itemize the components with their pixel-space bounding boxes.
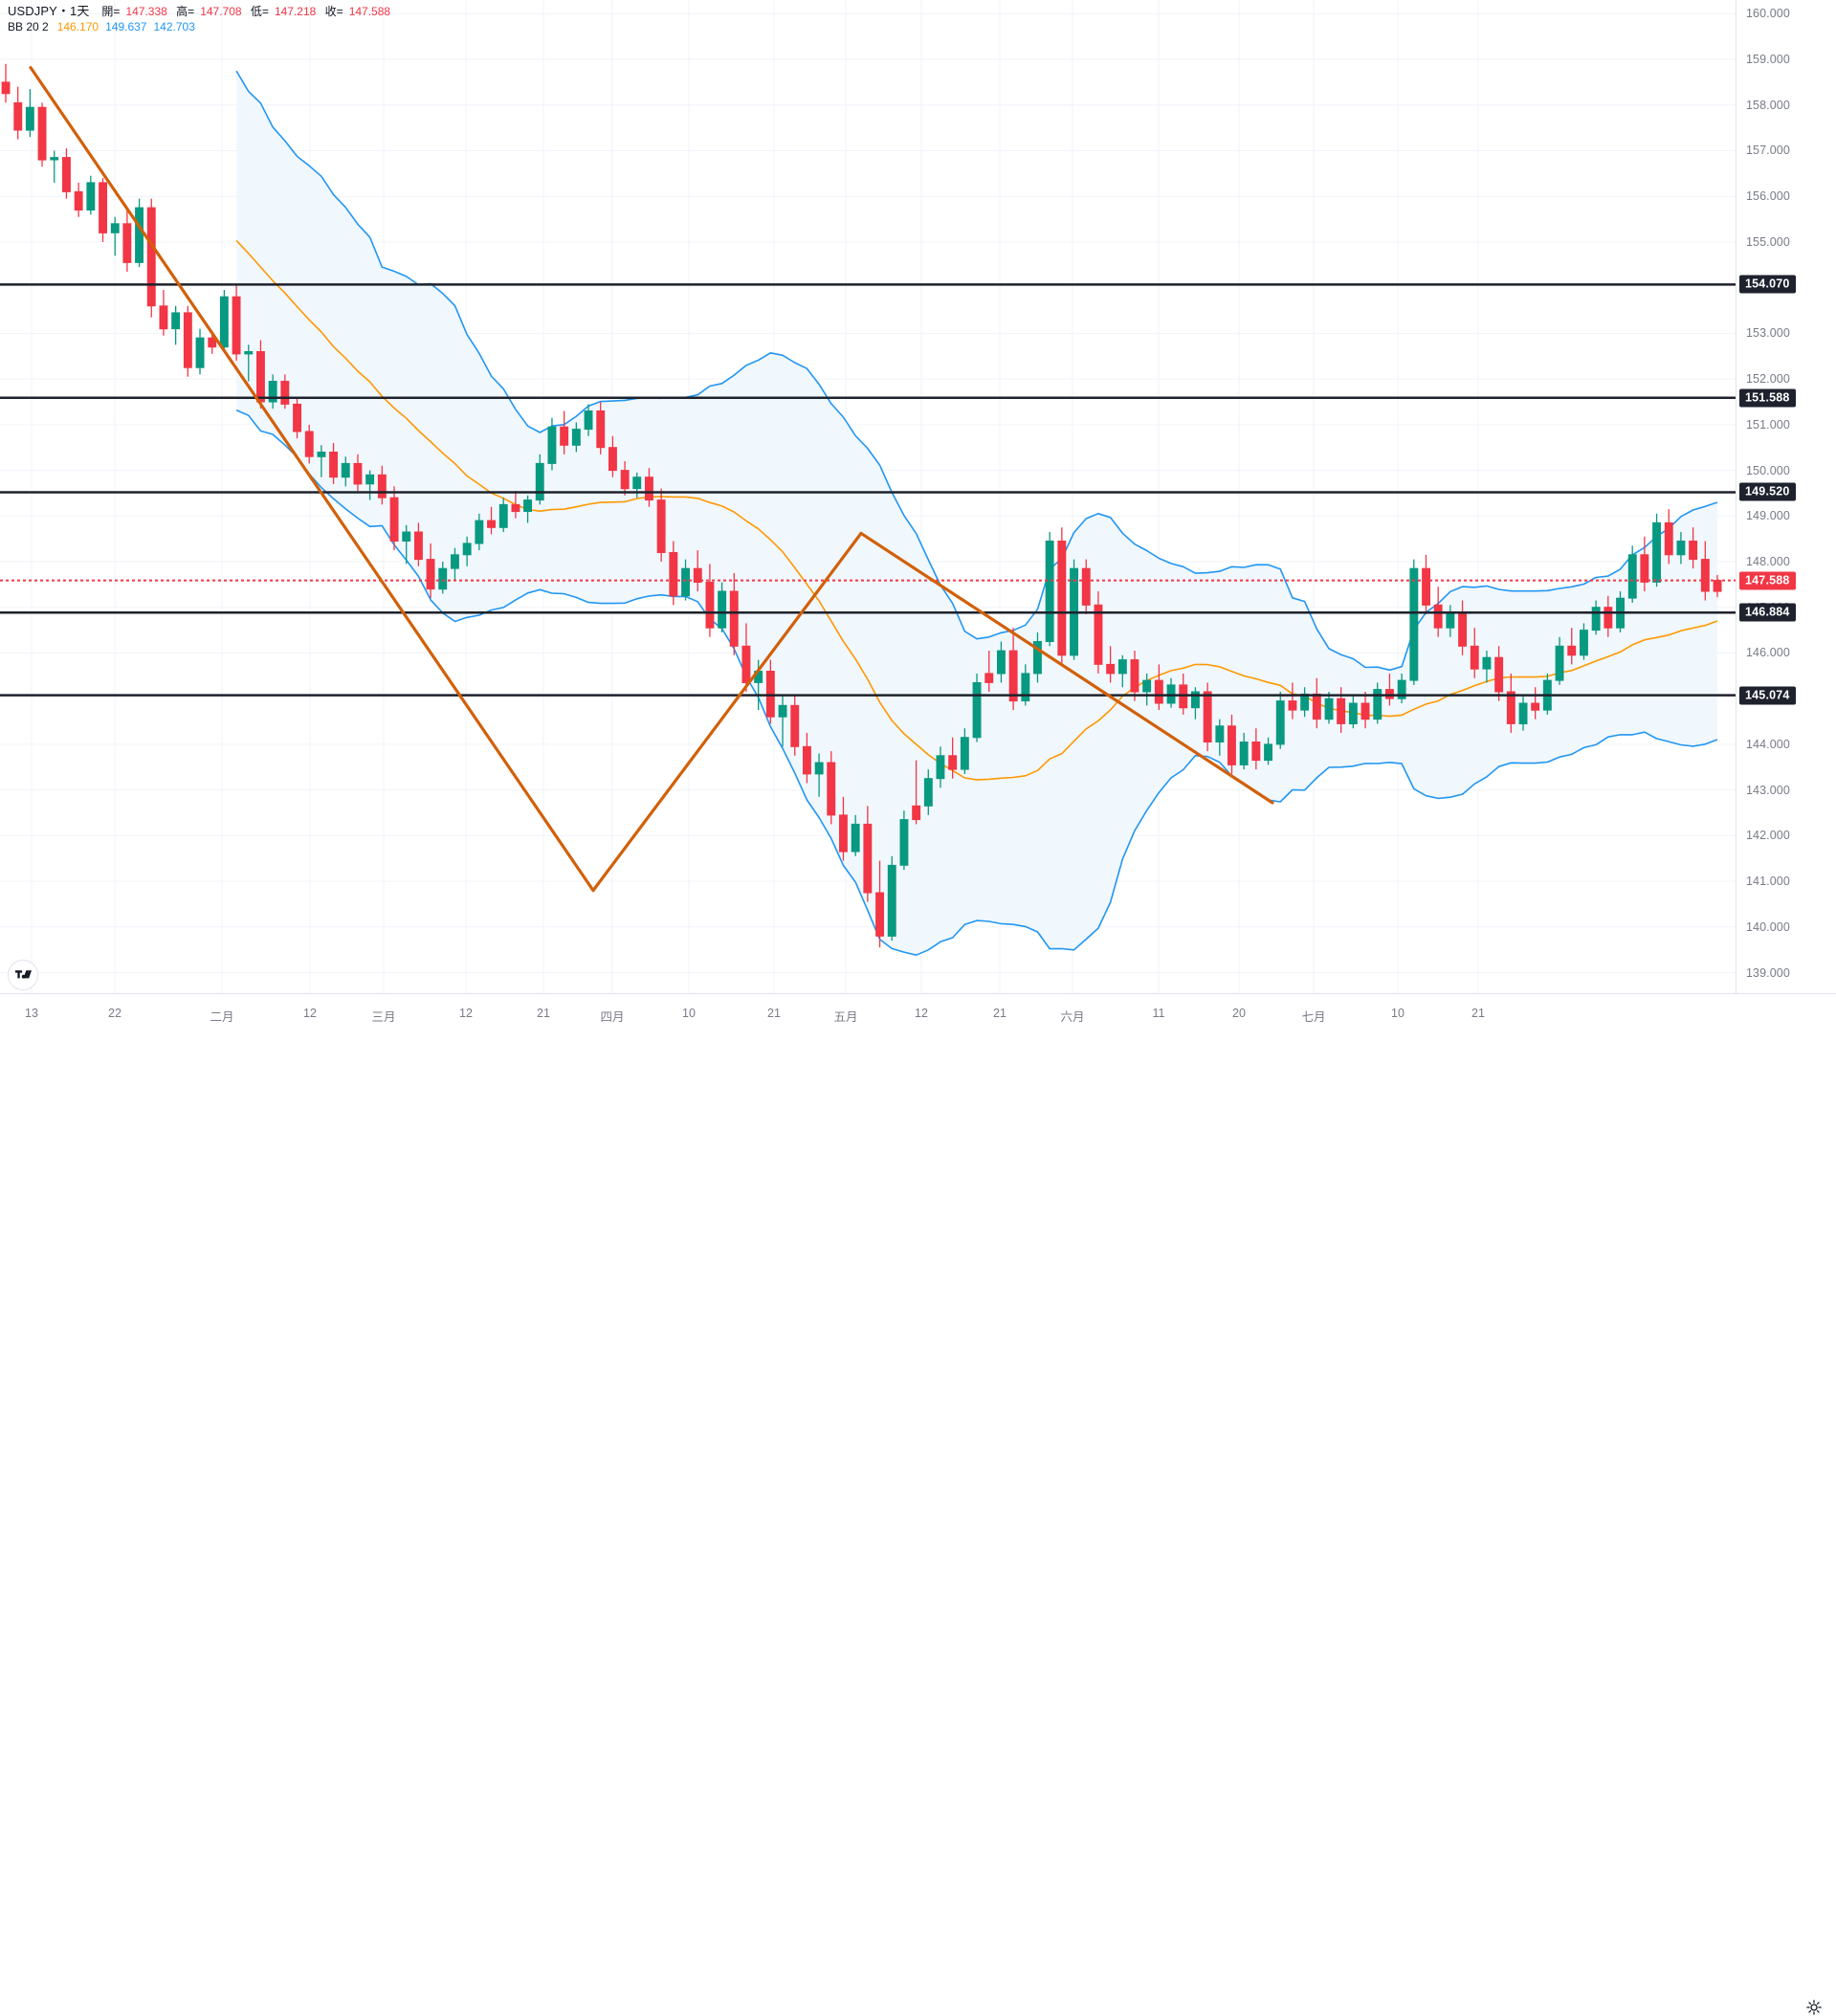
time-tick: 12 (459, 1007, 473, 1020)
price-tick: 148.000 (1746, 555, 1790, 568)
time-tick: 七月 (1301, 1010, 1326, 1024)
price-tick: 142.000 (1746, 829, 1790, 843)
price-level-label[interactable]: 149.520 (1739, 482, 1796, 501)
price-tick: 159.000 (1746, 53, 1790, 67)
price-tick: 141.000 (1746, 875, 1790, 889)
current-price-label[interactable]: 147.588 (1739, 571, 1796, 590)
time-tick: 五月 (833, 1010, 858, 1024)
price-tick: 160.000 (1746, 7, 1790, 21)
price-tick: 156.000 (1746, 189, 1790, 204)
time-tick: 21 (1471, 1007, 1485, 1020)
time-tick: 20 (1232, 1007, 1246, 1020)
price-tick: 143.000 (1746, 783, 1790, 797)
chart-plot-area[interactable] (0, 0, 1736, 993)
price-tick: 146.000 (1746, 646, 1790, 660)
time-tick: 10 (1391, 1007, 1405, 1020)
time-tick: 四月 (600, 1010, 625, 1024)
time-tick: 21 (993, 1007, 1006, 1020)
price-tick: 149.000 (1746, 509, 1790, 523)
price-tick: 152.000 (1746, 372, 1790, 387)
price-tick: 157.000 (1746, 144, 1790, 158)
time-tick: 六月 (1060, 1010, 1085, 1024)
time-tick: 21 (767, 1007, 781, 1020)
time-tick: 13 (25, 1007, 38, 1020)
time-tick: 10 (682, 1007, 696, 1020)
time-tick: 二月 (210, 1010, 234, 1024)
price-level-label[interactable]: 145.074 (1739, 686, 1796, 705)
price-tick: 140.000 (1746, 919, 1790, 934)
tradingview-logo-icon (14, 969, 32, 979)
time-tick: 12 (303, 1007, 317, 1020)
price-level-label[interactable]: 146.884 (1739, 603, 1796, 622)
price-tick: 158.000 (1746, 98, 1790, 112)
candlestick-series (1, 63, 1722, 948)
time-tick: 三月 (371, 1010, 396, 1024)
chart-canvas (0, 0, 1736, 993)
price-tick: 153.000 (1746, 326, 1790, 341)
price-axis[interactable]: 160.000 159.000 158.000 157.000 156.000 155.0… (1736, 0, 1836, 993)
settings-gear-icon[interactable] (1805, 1999, 1823, 2016)
time-tick: 21 (537, 1007, 550, 1020)
time-axis[interactable]: 13 22 二月 12 三月 12 21 四月 10 21 五月 12 21 六月 11 20 七月 10 21 (0, 993, 1836, 2015)
price-tick: 139.000 (1746, 965, 1790, 980)
time-tick: 22 (108, 1007, 122, 1020)
price-tick: 150.000 (1746, 463, 1790, 477)
time-tick: 11 (1152, 1007, 1165, 1020)
price-level-label[interactable]: 154.070 (1739, 275, 1796, 294)
price-tick: 151.000 (1746, 417, 1790, 432)
price-level-label[interactable]: 151.588 (1739, 388, 1796, 408)
tradingview-logo[interactable] (8, 960, 38, 990)
time-tick: 12 (915, 1007, 928, 1020)
price-tick: 155.000 (1746, 234, 1790, 249)
price-tick: 144.000 (1746, 737, 1790, 751)
